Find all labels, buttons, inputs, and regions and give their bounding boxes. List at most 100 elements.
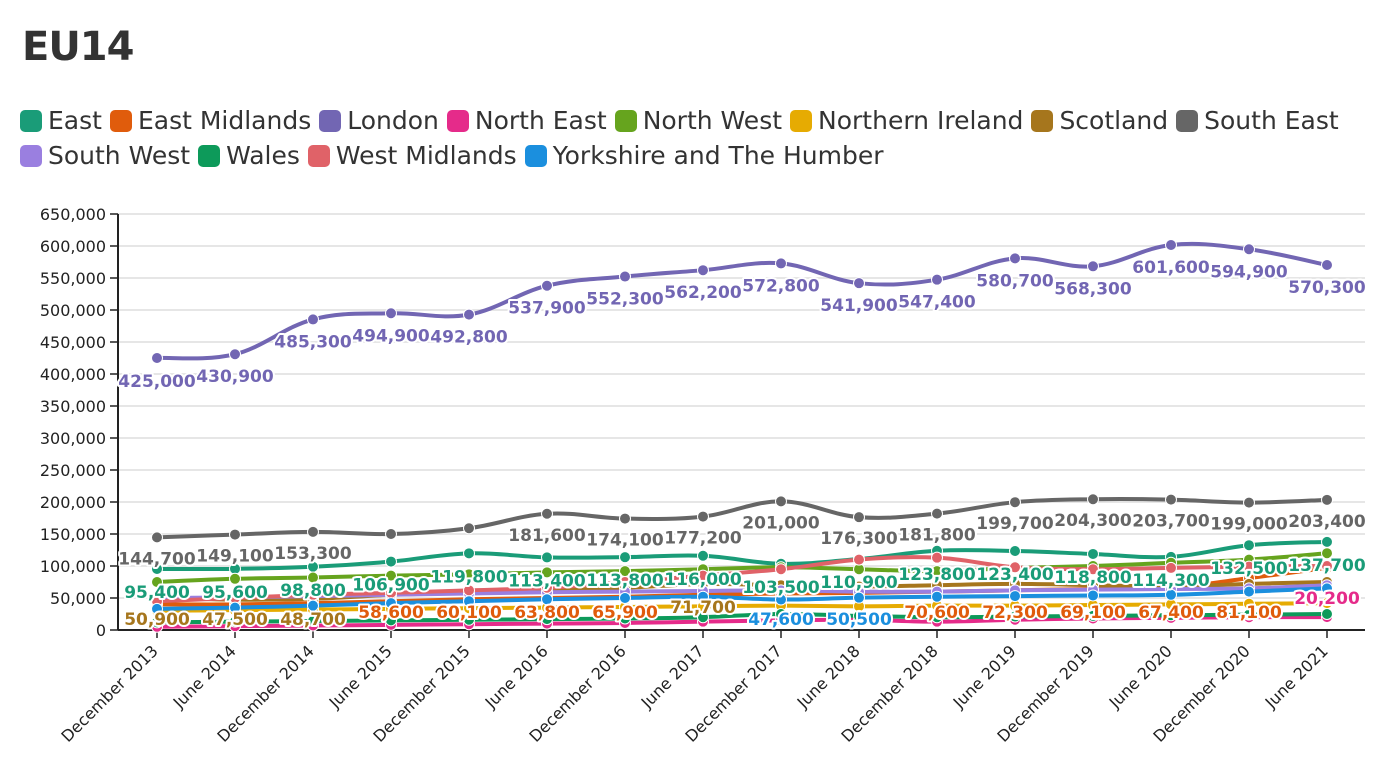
data-point[interactable] [151,602,163,615]
data-point[interactable] [1321,493,1333,506]
data-point[interactable] [931,611,943,624]
data-point[interactable] [697,510,709,523]
series-line[interactable] [156,497,1328,540]
data-point[interactable] [307,599,319,612]
data-point[interactable] [385,614,397,627]
legend-item-london[interactable]: London [319,106,439,135]
data-point[interactable] [151,352,163,364]
data-point[interactable] [385,528,397,540]
legend-item-north-east[interactable]: North East [446,106,607,135]
data-point[interactable] [463,613,475,626]
data-point[interactable] [1243,243,1255,256]
data-point[interactable] [463,547,475,560]
data-point[interactable] [853,591,865,604]
data-point[interactable] [619,270,631,283]
data-point[interactable] [1087,493,1099,506]
series-line[interactable] [156,601,1328,613]
data-point[interactable] [931,590,943,603]
legend-item-scotland[interactable]: Scotland [1031,106,1168,135]
data-point[interactable] [619,512,631,525]
data-point[interactable] [1087,260,1099,273]
data-point[interactable] [1243,585,1255,598]
data-point[interactable] [229,528,241,541]
data-point[interactable] [1321,582,1333,595]
series-line[interactable] [156,555,1328,604]
legend-item-north-west[interactable]: North West [614,106,782,135]
data-point[interactable] [307,571,319,584]
data-point[interactable] [463,308,475,321]
legend-item-south-east[interactable]: South East [1176,106,1339,135]
data-point[interactable] [151,616,163,629]
legend-item-yorkshire-and-the-humber[interactable]: Yorkshire and The Humber [524,141,884,170]
data-point[interactable] [1009,590,1021,603]
data-point[interactable] [151,562,163,575]
data-point[interactable] [541,593,553,606]
data-point[interactable] [1321,547,1333,560]
data-point[interactable] [697,611,709,624]
data-point[interactable] [1165,588,1177,601]
data-point[interactable] [229,601,241,614]
data-point[interactable] [775,257,787,270]
data-point[interactable] [385,555,397,568]
data-point[interactable] [229,615,241,628]
data-point[interactable] [619,612,631,625]
data-point[interactable] [619,551,631,564]
data-point[interactable] [931,551,943,564]
data-point[interactable] [697,569,709,582]
data-point[interactable] [931,273,943,286]
data-point[interactable] [853,553,865,566]
legend-item-west-midlands[interactable]: West Midlands [307,141,517,170]
data-point[interactable] [1243,608,1255,621]
data-point[interactable] [385,569,397,582]
data-point[interactable] [1165,493,1177,506]
data-point[interactable] [1009,545,1021,558]
series-line[interactable] [156,586,1328,611]
data-point[interactable] [307,525,319,538]
data-point[interactable] [307,313,319,326]
data-point[interactable] [931,507,943,520]
data-point[interactable] [775,563,787,576]
data-point[interactable] [1165,238,1177,251]
data-point[interactable] [1321,259,1333,272]
data-point[interactable] [853,511,865,524]
data-point[interactable] [541,566,553,579]
data-point[interactable] [1009,496,1021,509]
legend-item-east-midlands[interactable]: East Midlands [109,106,311,135]
data-point[interactable] [1243,496,1255,509]
data-point[interactable] [1087,563,1099,576]
data-point[interactable] [463,568,475,581]
legend-item-east[interactable]: East [20,106,102,135]
data-point[interactable] [853,277,865,290]
data-point[interactable] [775,495,787,508]
data-point[interactable] [697,549,709,562]
data-point[interactable] [385,597,397,610]
data-point[interactable] [1321,535,1333,548]
data-point[interactable] [697,264,709,277]
data-point[interactable] [619,576,631,588]
series-line[interactable] [156,615,1328,629]
data-point[interactable] [775,608,787,620]
data-point[interactable] [1087,609,1099,622]
data-point[interactable] [541,551,553,564]
series-line[interactable] [156,611,1328,625]
data-point[interactable] [229,348,241,361]
data-point[interactable] [1321,608,1333,620]
data-point[interactable] [463,522,475,535]
series-line[interactable] [156,539,1328,572]
series-line[interactable] [156,241,1328,361]
data-point[interactable] [229,572,241,585]
data-point[interactable] [619,592,631,604]
data-point[interactable] [853,609,865,622]
legend-item-south-west[interactable]: South West [20,141,190,170]
data-point[interactable] [1165,561,1177,574]
data-point[interactable] [541,507,553,520]
data-point[interactable] [1321,560,1333,572]
data-point[interactable] [1087,547,1099,560]
data-point[interactable] [1009,252,1021,265]
data-point[interactable] [931,565,943,578]
data-point[interactable] [1087,589,1099,602]
data-point[interactable] [463,595,475,608]
data-point[interactable] [775,593,787,606]
data-point[interactable] [1243,560,1255,573]
legend-item-wales[interactable]: Wales [198,141,300,170]
